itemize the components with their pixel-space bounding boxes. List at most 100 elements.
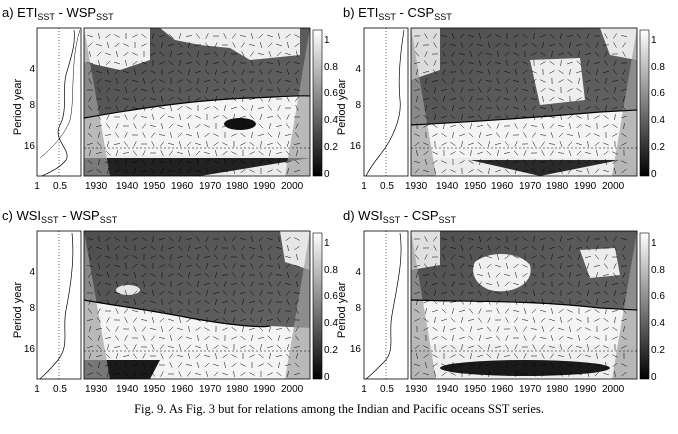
phase-arrow [560, 59, 562, 67]
phase-arrow [495, 264, 501, 268]
phase-arrow [469, 78, 473, 84]
phase-arrow [468, 42, 474, 48]
phase-arrow [531, 308, 537, 314]
phase-arrow [150, 79, 156, 83]
x-tick: 1930 [405, 384, 428, 395]
phase-arrow [240, 160, 246, 164]
phase-arrow [567, 336, 573, 340]
phase-arrow [277, 132, 281, 138]
phase-arrow [514, 317, 518, 323]
phase-arrow [133, 326, 137, 332]
phase-arrow [178, 236, 182, 242]
phase-arrow [152, 236, 154, 242]
phase-arrow [97, 308, 101, 314]
phase-arrow [231, 309, 237, 313]
phase-arrow [240, 318, 246, 322]
phase-arrow [576, 345, 582, 349]
colorbar-tick: 0.6 [651, 88, 665, 99]
phase-arrow [451, 308, 455, 314]
y-tick: 8 [29, 303, 35, 314]
y-tick: 8 [29, 100, 35, 111]
phase-arrow [169, 150, 173, 156]
phase-arrow [459, 326, 465, 332]
colorbar-tick: 0.8 [651, 62, 665, 73]
phase-arrow [513, 290, 519, 296]
phase-arrow [251, 335, 253, 341]
phase-arrow [478, 263, 482, 269]
phase-arrow [204, 79, 210, 83]
phase-arrow [506, 60, 508, 66]
phase-arrow [504, 168, 510, 174]
phase-arrow [104, 337, 112, 339]
phase-arrow [559, 371, 563, 377]
phase-arrow [468, 319, 474, 321]
phase-arrow [558, 255, 564, 259]
phase-arrow [141, 326, 147, 332]
phase-arrow [287, 167, 289, 175]
phase-arrow [488, 42, 490, 48]
phase-arrow [213, 291, 219, 295]
phase-arrow [603, 300, 609, 304]
colorbar-tick: 0.8 [324, 265, 338, 276]
phase-arrow [152, 86, 154, 94]
phase-arrow [195, 70, 201, 74]
phase-arrow [150, 300, 156, 304]
phase-arrow [141, 96, 147, 102]
phase-arrow [222, 151, 228, 155]
phase-arrow [286, 344, 290, 350]
phase-arrow [549, 236, 555, 242]
phase-arrow [549, 246, 555, 250]
phase-arrow [205, 60, 209, 66]
phase-arrow [522, 61, 528, 65]
phase-arrow [122, 152, 130, 154]
y-tick: 16 [350, 344, 362, 355]
phase-arrow [424, 78, 428, 84]
panel-b-label: b) ETISST - CSPSST [343, 5, 452, 22]
phase-arrow [96, 51, 102, 57]
phase-arrow [123, 43, 129, 47]
phase-arrow [186, 88, 192, 92]
phase-arrow [231, 151, 237, 155]
phase-arrow [295, 308, 299, 314]
side-tick: 1 [34, 181, 40, 192]
phase-arrow [295, 123, 299, 129]
phase-arrow [286, 87, 290, 93]
phase-arrow [621, 281, 627, 287]
phase-arrow [268, 105, 272, 111]
phase-arrow [285, 52, 291, 56]
phase-arrow [614, 113, 616, 121]
phase-arrow [604, 33, 608, 39]
phase-arrow [259, 96, 263, 102]
panel-d-label: d) WSISST - CSPSST [343, 208, 457, 225]
side-plot-frame [363, 230, 409, 380]
phase-arrow [603, 169, 609, 173]
phase-arrow [585, 79, 591, 83]
phase-arrow [612, 159, 618, 165]
phase-arrow [294, 362, 300, 368]
panel-c: c) WSISST - WSPSST Period year 1 0.5 4 8… [2, 208, 338, 395]
phase-arrow [178, 159, 182, 165]
phase-arrow [531, 70, 537, 74]
phase-arrow [569, 123, 571, 129]
phase-arrow [141, 61, 147, 65]
phase-arrow [442, 299, 446, 305]
phase-arrow [204, 299, 210, 305]
phase-arrow [594, 344, 600, 350]
phase-arrow [223, 60, 227, 66]
phase-arrow [612, 299, 618, 305]
phase-arrow [106, 69, 110, 75]
phase-arrow [495, 362, 501, 368]
phase-arrow [613, 245, 617, 251]
phase-arrow [204, 124, 210, 128]
coherence-map [410, 28, 638, 176]
phase-arrow [188, 325, 190, 333]
phase-arrow [585, 151, 591, 155]
x-tick: 1950 [464, 181, 487, 192]
y-tick: 16 [24, 141, 36, 152]
phase-arrow [213, 345, 219, 349]
phase-arrow [141, 273, 147, 277]
phase-arrow [221, 71, 229, 73]
phase-arrow [213, 106, 219, 110]
phase-arrow [612, 362, 618, 368]
phase-arrow [223, 281, 227, 287]
